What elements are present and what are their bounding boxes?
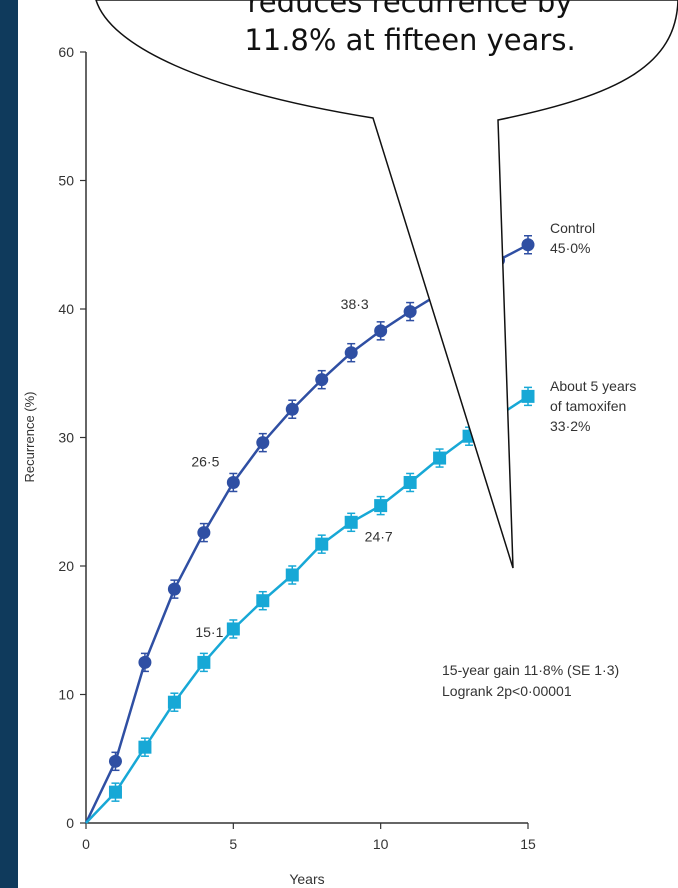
speech-bubble-shape: [95, 0, 678, 569]
tamoxifen-legend-value: 33·2%: [550, 418, 590, 434]
series-group: [84, 235, 535, 824]
data-label: 26·5: [191, 453, 219, 469]
control-data-point: [403, 305, 417, 319]
control-data-point: [256, 436, 270, 450]
control-data-point: [108, 754, 122, 768]
tamoxifen-data-point: [167, 695, 181, 709]
y-ticks: 0 10 20 30 40 50 60: [58, 44, 86, 831]
tamoxifen-data-point: [315, 537, 329, 551]
speech-bubble: reduces recurrence by 11.8% at fifteen y…: [95, 0, 678, 569]
x-ticks: 0 5 10 15: [82, 823, 536, 852]
control-end-label: Control 45·0%: [550, 220, 595, 256]
y-axis-label: Recurrence (%): [22, 391, 37, 482]
x-tick-label: 15: [520, 836, 536, 852]
x-tick-label: 0: [82, 836, 90, 852]
callout-line-2: 11.8% at fifteen years.: [244, 23, 575, 57]
y-tick-label: 0: [66, 815, 74, 831]
control-data-point: [344, 346, 358, 360]
tamoxifen-legend-name-2: of tamoxifen: [550, 398, 626, 414]
control-data-point: [197, 526, 211, 540]
control-data-point: [138, 655, 152, 669]
control-data-point: [285, 402, 299, 416]
x-tick-label: 10: [373, 836, 389, 852]
tamoxifen-series-line: [85, 395, 529, 824]
gain-annotation: 15-year gain 11·8% (SE 1·3): [442, 662, 619, 678]
plot-background: [18, 0, 678, 888]
control-data-point: [167, 582, 181, 596]
tamoxifen-data-point: [256, 594, 270, 608]
tamoxifen-data-point: [403, 475, 417, 489]
tamoxifen-data-point: [138, 740, 152, 754]
control-legend-name: Control: [550, 220, 595, 236]
tamoxifen-data-point: [108, 785, 122, 799]
data-label: 38·3: [341, 296, 369, 312]
tamoxifen-data-point: [197, 655, 211, 669]
y-tick-label: 30: [58, 430, 74, 446]
data-labels: 26·5 38·3 15·1 24·7: [191, 296, 393, 640]
tamoxifen-data-point: [433, 451, 447, 465]
logrank-annotation: Logrank 2p<0·00001: [442, 683, 572, 699]
tamoxifen-end-label: About 5 years of tamoxifen 33·2%: [550, 378, 636, 434]
y-tick-label: 20: [58, 558, 74, 574]
stats-annotation: 15-year gain 11·8% (SE 1·3) Logrank 2p<0…: [442, 662, 619, 699]
y-tick-label: 50: [58, 173, 74, 189]
y-tick-label: 40: [58, 301, 74, 317]
control-data-point: [226, 475, 240, 489]
callout-line-1: reduces recurrence by: [248, 0, 573, 19]
control-data-point: [374, 324, 388, 338]
control-data-point: [315, 373, 329, 387]
x-axis-label: Years: [289, 871, 324, 887]
y-tick-label: 60: [58, 44, 74, 60]
tamoxifen-legend-name-1: About 5 years: [550, 378, 636, 394]
data-label: 24·7: [365, 529, 393, 545]
tamoxifen-data-point: [521, 389, 535, 403]
control-data-point: [521, 238, 535, 252]
tamoxifen-data-point: [285, 568, 299, 582]
data-label: 15·1: [195, 624, 223, 640]
tamoxifen-data-point: [226, 622, 240, 636]
y-tick-label: 10: [58, 687, 74, 703]
control-legend-value: 45·0%: [550, 240, 590, 256]
tamoxifen-data-point: [344, 515, 358, 529]
axes: 0 10 20 30 40 50 60 0 5 10 15 Years Recurrence (%…: [22, 44, 536, 887]
x-tick-label: 5: [229, 836, 237, 852]
tamoxifen-data-point: [374, 499, 388, 513]
